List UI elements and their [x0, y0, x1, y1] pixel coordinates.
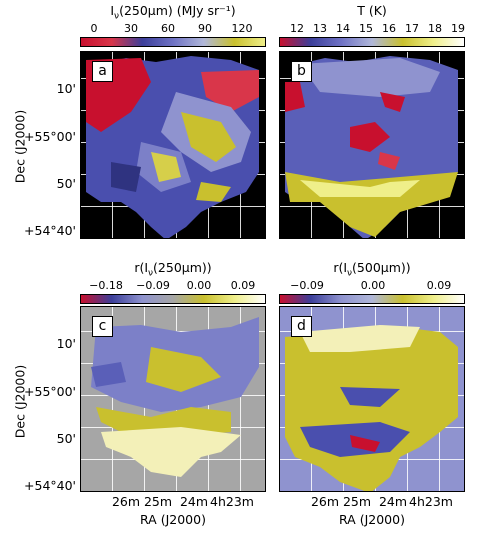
x-tick: 25m: [342, 494, 372, 509]
intensity-map-image: [86, 56, 259, 238]
x-tick: 25m: [143, 494, 173, 509]
y-tick: +55°00': [24, 129, 76, 144]
colorbar-ticks-a: 0 30 60 90 120: [80, 22, 266, 35]
colorbar-d: [279, 294, 465, 304]
colorbar-tick: 60: [161, 22, 175, 35]
colorbar-tick: 90: [198, 22, 212, 35]
x-tick: 24m: [378, 494, 408, 509]
correlation-250-map-image: [91, 317, 259, 477]
colorbar-title-c: r(Iν(250μm)): [134, 260, 212, 279]
x-ticks-right: 26m 25m 24m 4h23m: [279, 494, 461, 510]
colorbar-a: [80, 37, 266, 47]
colorbar-ticks-b: 12 13 14 15 16 17 18 19: [279, 22, 465, 35]
panel-letter-b: b: [291, 61, 312, 82]
y-tick: 10': [56, 81, 76, 96]
colorbar-tick: 17: [405, 22, 419, 35]
map-panel-c: c: [80, 306, 266, 492]
colorbar-tick: 16: [382, 22, 396, 35]
map-panel-a: a: [80, 51, 266, 239]
colorbar-ticks-d: −0.09 0.00 0.09: [279, 279, 465, 292]
panel-letter-a: a: [92, 61, 113, 82]
y-tick: +55°00': [24, 384, 76, 399]
colorbar-title-a: Iν(250μm) (MJy sr⁻¹): [110, 3, 236, 22]
colorbar-tick: −0.09: [136, 279, 170, 292]
x-tick: 24m: [179, 494, 209, 509]
x-axis-label-right: RA (J2000): [339, 512, 405, 527]
colorbar-ticks-c: −0.18 −0.09 0.00 0.09: [80, 279, 266, 292]
x-tick: 26m: [111, 494, 141, 509]
panel-letter-c: c: [92, 316, 113, 337]
colorbar-title-d: r(Iν(500μm)): [333, 260, 411, 279]
colorbar-tick: 0: [90, 22, 98, 35]
panel-letter-d: d: [291, 316, 312, 337]
colorbar-tick: 18: [428, 22, 442, 35]
colorbar-c: [80, 294, 266, 304]
map-panel-d: d: [279, 306, 465, 492]
x-tick: 4h23m: [409, 494, 453, 509]
colorbar-tick: −0.09: [290, 279, 324, 292]
map-panel-b: b: [279, 51, 465, 239]
temperature-map-image: [285, 56, 458, 238]
colorbar-tick: 12: [290, 22, 304, 35]
y-tick: 50': [56, 431, 76, 446]
colorbar-tick: −0.18: [89, 279, 123, 292]
y-tick: +54°40': [24, 478, 76, 493]
x-tick: 26m: [310, 494, 340, 509]
colorbar-tick: 13: [313, 22, 327, 35]
colorbar-tick: 15: [359, 22, 373, 35]
x-axis-label-left: RA (J2000): [140, 512, 206, 527]
colorbar-tick: 14: [336, 22, 350, 35]
colorbar-b: [279, 37, 465, 47]
colorbar-tick: 30: [124, 22, 138, 35]
colorbar-tick: 0.00: [186, 279, 212, 292]
colorbar-tick: 0.09: [230, 279, 256, 292]
x-tick: 4h23m: [210, 494, 254, 509]
y-tick: 50': [56, 176, 76, 191]
correlation-500-map-image: [285, 325, 458, 491]
colorbar-tick: 120: [231, 22, 253, 35]
colorbar-tick: 0.00: [360, 279, 386, 292]
colorbar-tick: 0.09: [426, 279, 452, 292]
y-tick: 10': [56, 336, 76, 351]
colorbar-tick: 19: [451, 22, 465, 35]
x-ticks-left: 26m 25m 24m 4h23m: [80, 494, 262, 510]
colorbar-title-b: T (K): [357, 3, 387, 18]
y-tick: +54°40': [24, 223, 76, 238]
